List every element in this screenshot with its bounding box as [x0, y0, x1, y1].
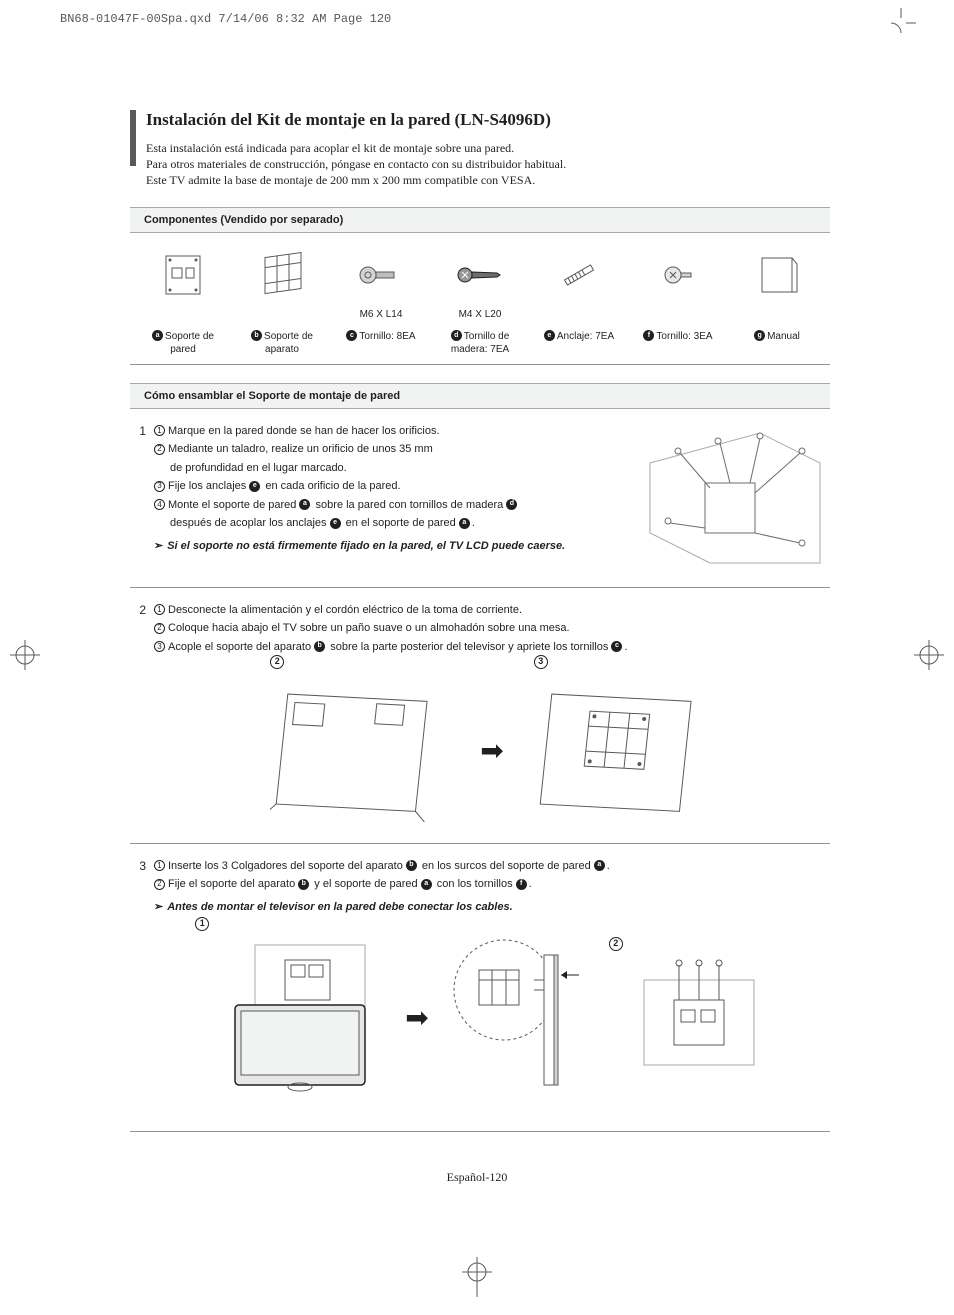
substep-3: 3	[154, 641, 165, 652]
comp-g	[732, 245, 822, 320]
comp-d-sublabel: M4 X L20	[435, 309, 525, 320]
intro-text: Esta instalación está indicada para acop…	[146, 140, 566, 189]
diagram-label-1: 1	[195, 917, 209, 931]
wood-screw-icon	[455, 260, 505, 290]
badge-inline-b: b	[406, 860, 417, 871]
components-images: M6 X L14 M4 X L20	[130, 233, 830, 324]
badge-inline-a: a	[459, 518, 470, 529]
comp-label-b: bSoporte de aparato	[237, 330, 327, 356]
step-2-diagrams: 2 ➡ 3	[154, 673, 830, 829]
title-block: Instalación del Kit de montaje en la par…	[130, 110, 830, 189]
comp-b	[237, 245, 327, 320]
page-content: Instalación del Kit de montaje en la par…	[130, 110, 830, 1132]
comp-d: M4 X L20	[435, 245, 525, 320]
anchor-icon	[554, 260, 604, 290]
step-3: 3 1Inserte los 3 Colgadores del soporte …	[130, 844, 830, 1132]
substep-2: 2	[154, 623, 165, 634]
comp-label-a: aSoporte de pared	[138, 330, 228, 356]
comp-label-f: fTornillo: 3EA	[633, 330, 723, 356]
page-footer: Español-120	[0, 1170, 954, 1185]
page-title: Instalación del Kit de montaje en la par…	[146, 110, 566, 130]
screw-icon	[356, 260, 406, 290]
badge-d: d	[451, 330, 462, 341]
comp-label-g: gManual	[732, 330, 822, 356]
substep-3: 3	[154, 481, 165, 492]
diagram-label-3: 3	[534, 655, 548, 669]
substep-1: 1	[154, 425, 165, 436]
badge-inline-d: d	[506, 499, 517, 510]
components-labels: aSoporte de pared bSoporte de aparato cT…	[130, 324, 830, 365]
step-2-body: 1Desconecte la alimentación y el cordón …	[154, 602, 830, 829]
intro-line: Para otros materiales de construcción, p…	[146, 156, 566, 172]
comp-c-sublabel: M6 X L14	[336, 309, 426, 320]
diagram-label-2: 2	[270, 655, 284, 669]
step-1-diagram	[630, 423, 830, 573]
diagram-label-2: 2	[609, 937, 623, 951]
step-1-num: 1	[130, 423, 154, 573]
badge-b: b	[251, 330, 262, 341]
comp-label-d: dTornillo de madera: 7EA	[435, 330, 525, 356]
badge-inline-a: a	[594, 860, 605, 871]
comp-e	[534, 245, 624, 320]
step-2: 2 1Desconecte la alimentación y el cordó…	[130, 588, 830, 844]
substep-1: 1	[154, 604, 165, 615]
print-header: BN68-01047F-00Spa.qxd 7/14/06 8:32 AM Pa…	[60, 12, 391, 26]
comp-label-e: eAnclaje: 7EA	[534, 330, 624, 356]
step-1: 1 1Marque en la pared donde se han de ha…	[130, 409, 830, 588]
badge-inline-c: c	[611, 641, 622, 652]
badge-inline-e: e	[249, 481, 260, 492]
section-assembly-header: Cómo ensamblar el Soporte de montaje de …	[130, 383, 830, 409]
comp-a	[138, 245, 228, 320]
comp-f	[633, 245, 723, 320]
badge-inline-a: a	[421, 879, 432, 890]
wall-bracket-icon	[158, 250, 208, 300]
intro-line: Esta instalación está indicada para acop…	[146, 140, 566, 156]
title-accent-bar	[130, 110, 136, 166]
badge-inline-b: b	[314, 641, 325, 652]
hang-tv-icon	[215, 935, 385, 1095]
screw-small-icon	[658, 260, 698, 290]
step-1-body: 1Marque en la pared donde se han de hace…	[154, 423, 630, 573]
crop-mark-top	[886, 8, 916, 38]
arrow-icon: ➡	[480, 730, 503, 772]
badge-inline-e: e	[330, 518, 341, 529]
comp-label-c: cTornillo: 8EA	[336, 330, 426, 356]
section-components-header: Componentes (Vendido por separado)	[130, 207, 830, 233]
step-2-num: 2	[130, 602, 154, 829]
badge-f: f	[643, 330, 654, 341]
badge-inline-f: f	[516, 879, 527, 890]
manual-icon	[752, 250, 802, 300]
substep-1: 1	[154, 860, 165, 871]
crop-mark-bottom	[462, 1257, 492, 1297]
tv-bracket-attach-icon	[534, 673, 714, 823]
crop-mark-left	[10, 640, 40, 670]
badge-inline-a: a	[299, 499, 310, 510]
tv-facedown-icon	[270, 673, 450, 823]
crop-mark-right	[914, 640, 944, 670]
badge-g: g	[754, 330, 765, 341]
badge-c: c	[346, 330, 357, 341]
substep-2: 2	[154, 444, 165, 455]
badge-inline-b: b	[298, 879, 309, 890]
arrow-icon: ➡	[405, 997, 428, 1039]
substep-2: 2	[154, 879, 165, 890]
step-3-diagrams: 1 ➡	[154, 935, 830, 1101]
step-3-warning: ➢Antes de montar el televisor en la pare…	[154, 899, 830, 916]
badge-a: a	[152, 330, 163, 341]
step-3-num: 3	[130, 858, 154, 1101]
device-bracket-icon	[255, 247, 310, 302]
substep-4: 4	[154, 499, 165, 510]
step-1-warning: ➢Si el soporte no está firmemente fijado…	[154, 538, 630, 555]
badge-e: e	[544, 330, 555, 341]
hook-detail-icon	[449, 935, 609, 1095]
intro-line: Este TV admite la base de montaje de 200…	[146, 172, 566, 188]
step-3-body: 1Inserte los 3 Colgadores del soporte de…	[154, 858, 830, 1101]
secure-screws-icon	[629, 955, 769, 1075]
comp-c: M6 X L14	[336, 245, 426, 320]
